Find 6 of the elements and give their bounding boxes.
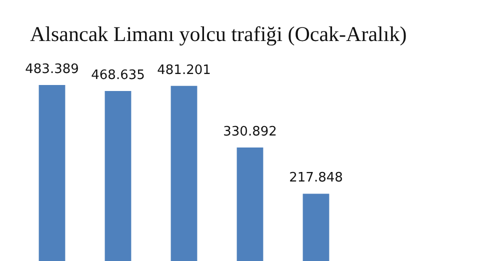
data-label: 468.635: [91, 68, 145, 83]
data-label: 481.201: [157, 62, 211, 78]
data-label: 217.848: [289, 170, 343, 186]
chart-title: Alsancak Limanı yolcu trafiği (Ocak-Aralık): [30, 22, 407, 47]
data-label: 483.389: [25, 62, 79, 77]
data-label: 330.892: [223, 124, 277, 140]
